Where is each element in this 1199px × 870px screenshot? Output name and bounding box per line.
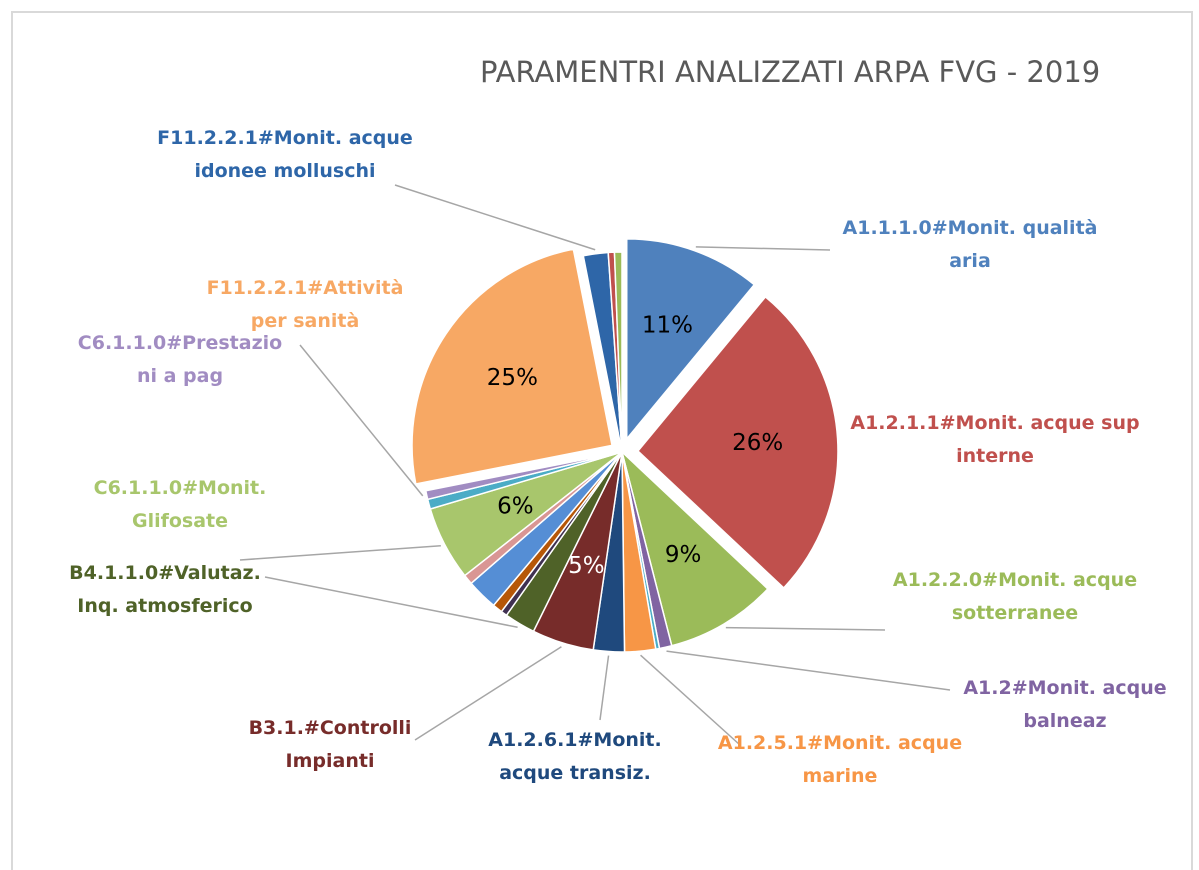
leader-line [640,654,741,746]
value-label: 5% [568,553,605,579]
leader-line [725,626,886,631]
pie-slice [620,449,769,647]
category-label: A1.2.5.1#Monit. acque marine [717,732,963,787]
leader-line [394,184,596,251]
category-label: A1.2#Monit. acque balneaz [963,677,1167,732]
category-label: A1.1.1.0#Monit. qualità aria [842,217,1098,272]
leader-line [599,655,610,721]
leader-line [414,646,562,741]
value-label: 11% [642,312,693,338]
category-label: A1.2.6.1#Monit. acque transiz. [488,729,662,784]
value-label: 9% [665,542,702,568]
leader-line [264,576,518,628]
chart-border [11,11,1193,870]
category-label: F11.2.2.1#Monit. acque idonee molluschi [157,127,413,182]
pie-slice [613,251,623,453]
category-label: B3.1.#Controlli Impianti [248,717,412,772]
value-label: 26% [732,430,783,456]
leader-line [695,246,831,251]
pie-slice [411,248,613,485]
pie-slice [424,451,623,501]
category-label: A1.2.2.0#Monit. acque sotterranee [892,569,1138,624]
category-label: F11.2.2.1#Attività per sanità [206,277,404,332]
leader-line [239,545,441,561]
category-label: A1.2.1.1#Monit. acque sup interne [850,412,1140,467]
pie-slice [636,295,839,589]
pie-slice [625,238,756,441]
category-label: B4.1.1.0#Valutaz. Inq. atmosferico [69,562,261,617]
chart-title: PARAMENTRI ANALIZZATI ARPA FVG - 2019 [480,55,1101,89]
value-label: 25% [487,365,538,391]
leader-line [666,650,951,691]
value-label: 6% [497,494,534,520]
leader-line [299,344,424,497]
category-label: C6.1.1.0#Prestazio ni a pag [77,332,283,387]
category-label: C6.1.1.0#Monit. Glifosate [93,477,267,532]
